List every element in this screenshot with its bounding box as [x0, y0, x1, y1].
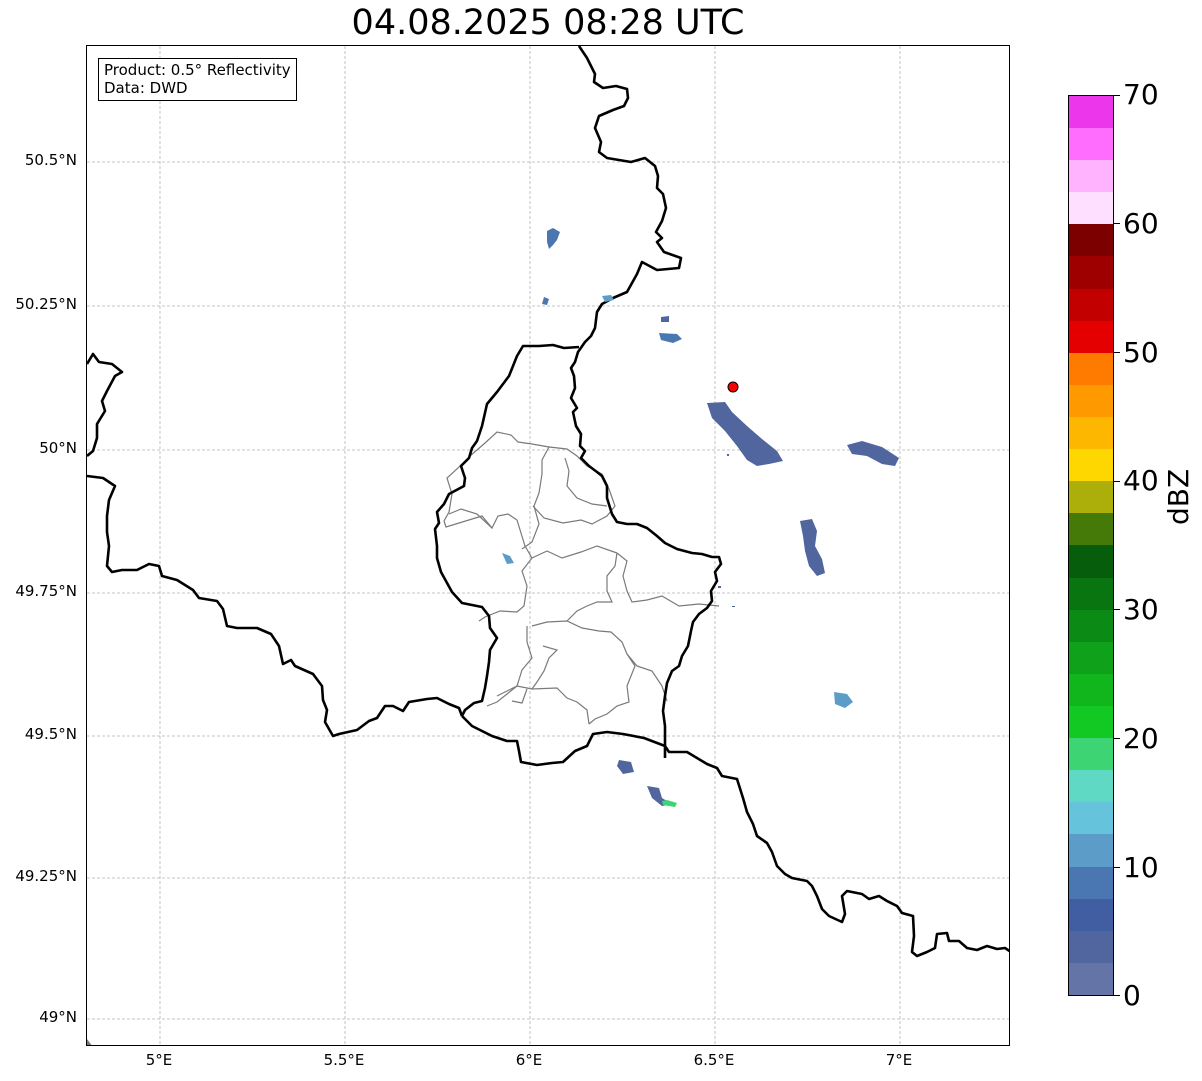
radar-site-marker[interactable]: [727, 381, 739, 393]
echo-north-5: [659, 333, 682, 343]
colorbar-tickmark: [1114, 95, 1120, 96]
colorbar-segment: [1069, 962, 1113, 995]
lon-tick-6-5: 6.5°E: [693, 1051, 735, 1069]
map-title: 04.08.2025 08:28 UTC: [351, 3, 745, 43]
corner-land-mark: [87, 1039, 92, 1045]
product-info-box: Product: 0.5° Reflectivity Data: DWD: [98, 58, 297, 101]
echo-north-4: [661, 316, 669, 322]
echo-north-1: [547, 228, 560, 249]
border-fr-be: [87, 474, 464, 738]
colorbar-label: dBZ: [1162, 468, 1195, 525]
colorbar-segment: [1069, 930, 1113, 963]
lat-tick-49-25: 49.25°N: [15, 867, 77, 885]
colorbar-segment: [1069, 224, 1113, 257]
colorbar-tickmark: [1114, 223, 1120, 224]
lon-tick-5: 5°E: [145, 1051, 173, 1069]
colorbar-segment: [1069, 128, 1113, 161]
data-source-label: Data: DWD: [104, 79, 188, 97]
colorbar-tick-20: 20: [1123, 722, 1159, 755]
echo-dot-3: [732, 606, 735, 607]
colorbar-tick-40: 40: [1123, 464, 1159, 497]
colorbar-tick-30: 30: [1123, 593, 1159, 626]
border-nw: [87, 352, 124, 457]
colorbar-tick-50: 50: [1123, 336, 1159, 369]
colorbar-tickmark: [1114, 867, 1120, 868]
lat-tick-49-5: 49.5°N: [24, 725, 77, 743]
colorbar-tick-60: 60: [1123, 207, 1159, 240]
colorbar-segment: [1069, 738, 1113, 771]
map-canvas: [87, 46, 1009, 1045]
colorbar-segment: [1069, 673, 1113, 707]
radar-echoes: [502, 228, 899, 807]
colorbar-segment: [1069, 770, 1113, 803]
colorbar-segment: [1069, 352, 1113, 385]
colorbar-segment: [1069, 449, 1113, 482]
echo-north-3: [602, 295, 614, 302]
radar-map[interactable]: Product: 0.5° Reflectivity Data: DWD: [86, 45, 1010, 1046]
border-lux-west: [433, 343, 580, 717]
lon-tick-6: 6°E: [515, 1051, 543, 1069]
echo-band-2: [847, 441, 899, 466]
colorbar-segment: [1069, 577, 1113, 610]
product-label: Product: 0.5° Reflectivity: [104, 61, 291, 79]
border-east: [569, 46, 723, 758]
echo-band-1: [707, 402, 783, 466]
colorbar-segment: [1069, 160, 1113, 193]
colorbar-tick-0: 0: [1123, 979, 1141, 1012]
colorbar-segment: [1069, 384, 1113, 418]
colorbar-segment: [1069, 641, 1113, 674]
colorbar-tickmark: [1114, 609, 1120, 610]
lat-tick-50-5: 50.5°N: [24, 151, 77, 169]
colorbar-segment: [1069, 802, 1113, 835]
echo-sw-1: [834, 692, 853, 708]
echo-s-2: [647, 786, 675, 806]
lat-tick-50: 50°N: [39, 439, 77, 457]
colorbar-segment: [1069, 513, 1113, 546]
colorbar-tick-70: 70: [1123, 78, 1159, 111]
colorbar-segment: [1069, 192, 1113, 225]
border-fr-de: [663, 745, 1009, 958]
lon-tick-5-5: 5.5°E: [323, 1051, 365, 1069]
country-borders: [87, 46, 1009, 958]
lat-tick-49-75: 49.75°N: [15, 582, 77, 600]
colorbar-tickmark: [1114, 738, 1120, 739]
colorbar-segment: [1069, 898, 1113, 931]
colorbar-segment: [1069, 95, 1113, 129]
colorbar-segment: [1069, 866, 1113, 899]
echo-north-2: [542, 297, 549, 305]
colorbar-tickmark: [1114, 481, 1120, 482]
echo-dot-1: [727, 454, 729, 456]
lon-tick-7: 7°E: [885, 1051, 913, 1069]
colorbar-segment: [1069, 609, 1113, 642]
lat-tick-50-25: 50.25°N: [15, 295, 77, 313]
echo-band-3: [800, 519, 825, 576]
colorbar-segment: [1069, 320, 1113, 353]
echo-dot-2: [718, 586, 721, 588]
gridlines: [87, 46, 1009, 1045]
colorbar-segment: [1069, 545, 1113, 578]
colorbar-tickmark: [1114, 995, 1120, 996]
colorbar-segment: [1069, 417, 1113, 450]
echo-s-1: [617, 760, 634, 774]
colorbar-tickmark: [1114, 352, 1120, 353]
echo-lux: [502, 553, 514, 564]
colorbar-segment: [1069, 706, 1113, 739]
colorbar-segment: [1069, 481, 1113, 514]
colorbar-segment: [1069, 256, 1113, 289]
border-lux-south: [461, 715, 666, 767]
colorbar-segment: [1069, 288, 1113, 321]
dbz-colorbar: [1068, 95, 1114, 996]
colorbar-segment: [1069, 834, 1113, 867]
echo-s-3: [662, 800, 677, 807]
lat-tick-49: 49°N: [39, 1008, 77, 1026]
colorbar-tick-10: 10: [1123, 851, 1159, 884]
